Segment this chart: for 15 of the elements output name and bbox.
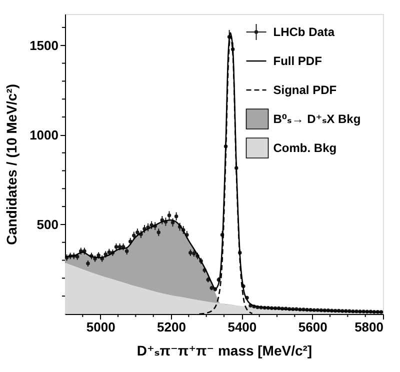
legend-label: B⁰ₛ→ D⁺ₛX Bkg [273, 112, 361, 126]
y-axis-title: Candidates / (10 MeV/c²) [4, 84, 20, 246]
legend-label: Comb. Bkg [273, 141, 337, 155]
y-tick-label: 1500 [30, 38, 58, 53]
x-tick-label: 5600 [298, 320, 328, 334]
y-tick-label: 1000 [30, 127, 58, 142]
x-axis-title: D⁺ₛπ⁻π⁺π⁻ mass [MeV/c²] [136, 342, 312, 358]
x-tick-label: 5000 [86, 320, 116, 334]
legend-label: Signal PDF [273, 83, 337, 97]
y-tick-label: 500 [36, 216, 58, 232]
x-tick-label: 5200 [157, 320, 186, 334]
x-tick-label: 5400 [228, 320, 257, 334]
x-tick-label: 5800 [354, 320, 384, 334]
legend-label: Full PDF [273, 54, 322, 68]
legend-label: LHCb Data [273, 25, 335, 39]
